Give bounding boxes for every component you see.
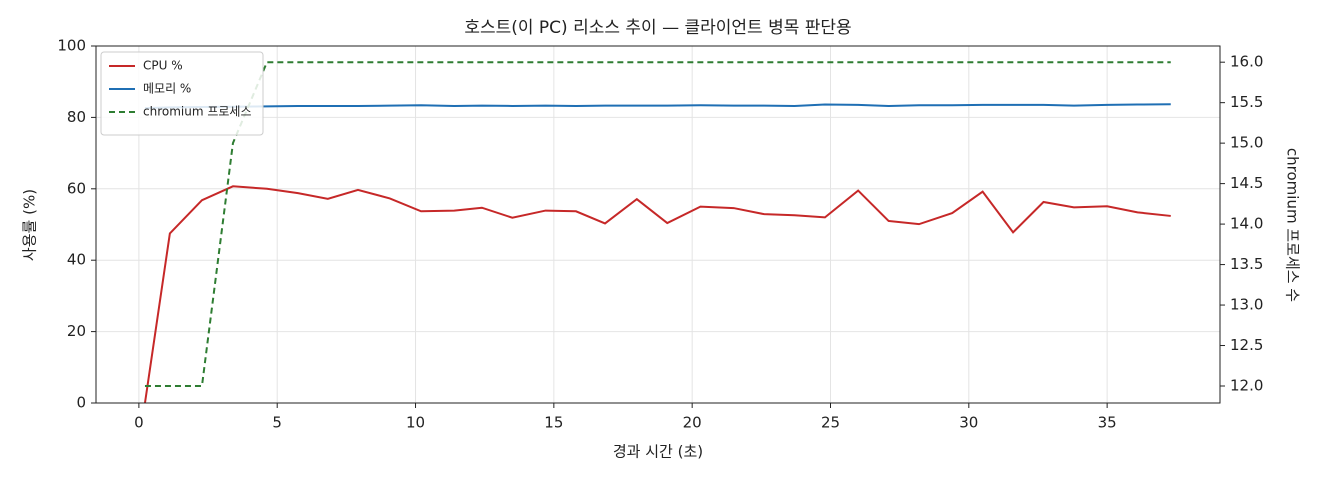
plot-frame [95,45,1221,404]
x-tick-label: 10 [406,414,425,432]
series-line [144,103,1171,110]
x-tick-label: 15 [544,414,563,432]
y-tick-label: 20 [67,322,86,340]
x-tick-label: 35 [1098,414,1117,432]
x-tick-label: 0 [134,414,144,432]
y-tick-label: 80 [67,108,86,126]
y-axis-label: 사용률 (%) [21,189,39,261]
x-tick-label: 5 [272,414,282,432]
y-tick-label: 60 [67,179,86,197]
y2-axis-label: chromium 프로세스 수 [1284,148,1302,302]
y2-tick-label: 15.5 [1230,93,1263,111]
x-tick-label: 20 [683,414,702,432]
x-tick-label: 30 [959,414,978,432]
y2-tick-label: 12.0 [1230,377,1263,395]
legend-label: chromium 프로세스 [143,105,252,119]
y2-tick-label: 14.0 [1230,215,1263,233]
series-line [144,61,1171,387]
y2-tick-label: 12.5 [1230,336,1263,354]
legend-label: 메모리 % [143,82,191,96]
x-tick-label: 25 [821,414,840,432]
series-line [143,185,1171,403]
y2-tick-label: 15.0 [1230,134,1263,152]
x-axis-label: 경과 시간 (초) [613,443,703,461]
y2-tick-label: 13.0 [1230,296,1263,314]
legend-label: CPU % [143,59,183,73]
y2-tick-label: 14.5 [1230,174,1263,192]
y-tick-label: 40 [67,251,86,269]
y2-tick-label: 16.0 [1230,53,1263,71]
y-tick-label: 0 [76,394,86,412]
chart-title: 호스트(이 PC) 리소스 추이 — 클라이언트 병목 판단용 [464,18,851,38]
y-tick-label: 100 [57,37,86,55]
y2-tick-label: 13.5 [1230,255,1263,273]
legend-box [100,51,264,136]
